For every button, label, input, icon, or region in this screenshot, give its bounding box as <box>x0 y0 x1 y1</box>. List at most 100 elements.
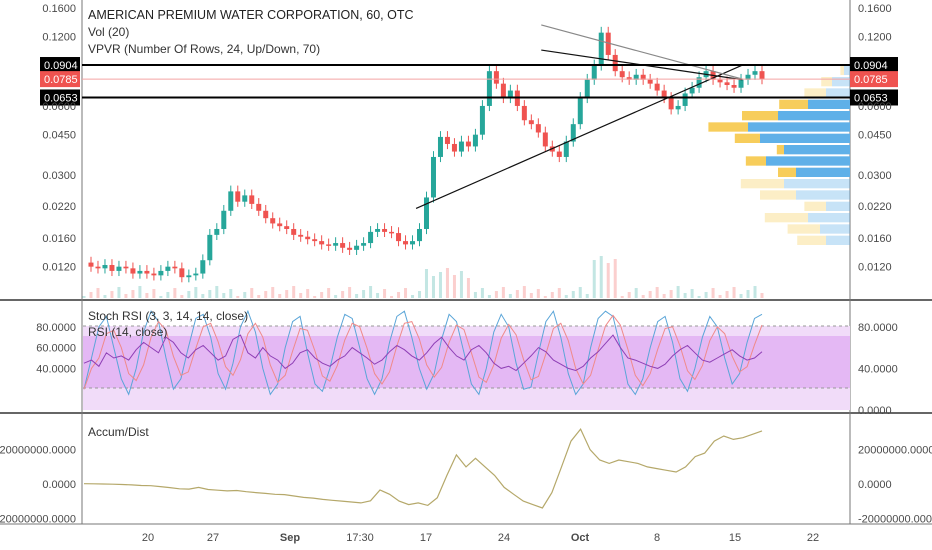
accum-dist-pane[interactable] <box>82 414 850 524</box>
candle-body <box>116 266 122 271</box>
candle-body <box>542 132 548 147</box>
volume-bar <box>117 287 121 298</box>
candle-body <box>640 74 646 80</box>
candle-body <box>577 97 583 125</box>
rsi-legend[interactable]: RSI (14, close) <box>88 325 167 339</box>
volume-bar <box>145 293 149 298</box>
volume-bar <box>390 296 394 298</box>
volume-bar <box>732 287 736 298</box>
axis-labels: 0.1600 0.1600 0.1200 0.1200 0.0600 0.0600 0.04… <box>0 3 932 544</box>
ad-axis-right-tick: 0.0000 <box>858 479 892 491</box>
candle-body <box>724 82 730 86</box>
volume-bar <box>634 288 638 298</box>
candle-body <box>633 74 639 80</box>
volume-bar <box>404 288 408 298</box>
candle-body <box>109 265 115 271</box>
volume-bar <box>452 275 456 298</box>
volume-bar <box>306 289 310 298</box>
time-axis-tick: 22 <box>807 532 819 544</box>
volume-bar <box>445 268 449 298</box>
volume-bar <box>313 296 317 298</box>
osc-axis-left-tick: 60.0000 <box>36 343 76 355</box>
candle-body <box>626 77 632 80</box>
price-axis-left-tick: 0.1200 <box>42 32 76 44</box>
time-axis-tick: 20 <box>142 532 154 544</box>
volume-bar <box>613 259 617 298</box>
volume-bar <box>725 291 729 298</box>
volume-bar <box>571 291 575 298</box>
candle-body <box>647 79 653 84</box>
osc-axis-right-tick: 40.0000 <box>858 363 898 375</box>
candle-body <box>277 223 283 227</box>
stoch-rsi-legend[interactable]: Stoch RSI (3, 3, 14, 14, close) <box>88 309 248 323</box>
volume-bar <box>418 291 422 298</box>
price-tag-label: 0.0904 <box>44 60 78 72</box>
ad-axis-left-tick: 20000000.0000 <box>0 445 76 457</box>
vpvr-row-up <box>840 65 844 75</box>
time-axis-tick: 17:30 <box>346 532 374 544</box>
trendline[interactable] <box>415 64 743 209</box>
volume-bar <box>299 293 303 298</box>
horizontal-lines[interactable]: 0.0904 0.0904 0.0785 0.0785 0.0653 0.0653 <box>40 57 898 106</box>
price-axis-left-tick: 0.0160 <box>42 233 76 245</box>
price-tag-label: 0.0785 <box>854 74 888 86</box>
candle-body <box>375 228 381 232</box>
price-tag <box>850 57 898 74</box>
candle-body <box>102 265 108 269</box>
vpvr-legend[interactable]: VPVR (Number Of Rows, 24, Up/Down, 70) <box>88 42 320 56</box>
vpvr-row-up <box>742 111 778 121</box>
time-axis-tick: 27 <box>207 532 219 544</box>
candle-body <box>179 268 185 278</box>
candle-body <box>696 77 702 88</box>
ad-axis-left-tick: 0.0000 <box>42 479 76 491</box>
vpvr-row-up <box>779 99 808 109</box>
volume-bar <box>501 287 505 298</box>
price-axis-right-tick: 0.0160 <box>858 233 892 245</box>
candle-body <box>186 275 192 278</box>
time-axis-tick: 17 <box>420 532 432 544</box>
price-axis-left-tick: 0.1600 <box>42 3 76 15</box>
volume-bar <box>208 290 212 298</box>
vpvr-row-down <box>826 88 850 98</box>
candle-body <box>556 151 562 157</box>
vpvr-row-up <box>745 156 766 166</box>
candle-body <box>528 120 534 125</box>
vpvr-row-up <box>797 235 826 245</box>
candle-body <box>158 270 164 276</box>
candle-body <box>598 32 604 66</box>
candle-body <box>745 74 751 80</box>
price-axis-left-tick: 0.0600 <box>42 101 76 113</box>
volume-bar <box>543 296 547 298</box>
volume-bar <box>236 296 240 298</box>
volume-bar <box>369 286 373 298</box>
time-axis-tick: 15 <box>729 532 741 544</box>
vol-legend[interactable]: Vol (20) <box>88 25 129 39</box>
candle-body <box>305 236 311 240</box>
volume-bar <box>131 290 135 298</box>
volume-bar <box>362 290 366 298</box>
ad-axis-right-tick: -20000000.0000 <box>858 513 932 525</box>
volume-bar <box>690 289 694 298</box>
volume-bar <box>494 291 498 298</box>
osc-axis-right-tick: 80.0000 <box>858 322 898 334</box>
vpvr-row-down <box>796 190 850 200</box>
vpvr-histogram <box>708 65 850 245</box>
volume-bar <box>704 292 708 298</box>
price-tag <box>40 71 80 88</box>
vpvr-row-down <box>820 224 850 234</box>
price-tag-label: 0.0785 <box>44 74 78 86</box>
price-tag <box>850 71 898 88</box>
candle-body <box>340 243 346 248</box>
volume-bar <box>103 295 107 298</box>
accum-dist-legend[interactable]: Accum/Dist <box>88 425 149 439</box>
volume-bar <box>515 290 519 298</box>
volume-bar <box>592 260 596 298</box>
candle-body <box>437 136 443 157</box>
trendline[interactable] <box>541 24 743 80</box>
stoch-k-line <box>83 309 763 396</box>
volume-bar <box>508 294 512 298</box>
vpvr-row-up <box>821 77 832 87</box>
volume-bar <box>746 290 750 298</box>
price-axis-left-tick: 0.0300 <box>42 170 76 182</box>
